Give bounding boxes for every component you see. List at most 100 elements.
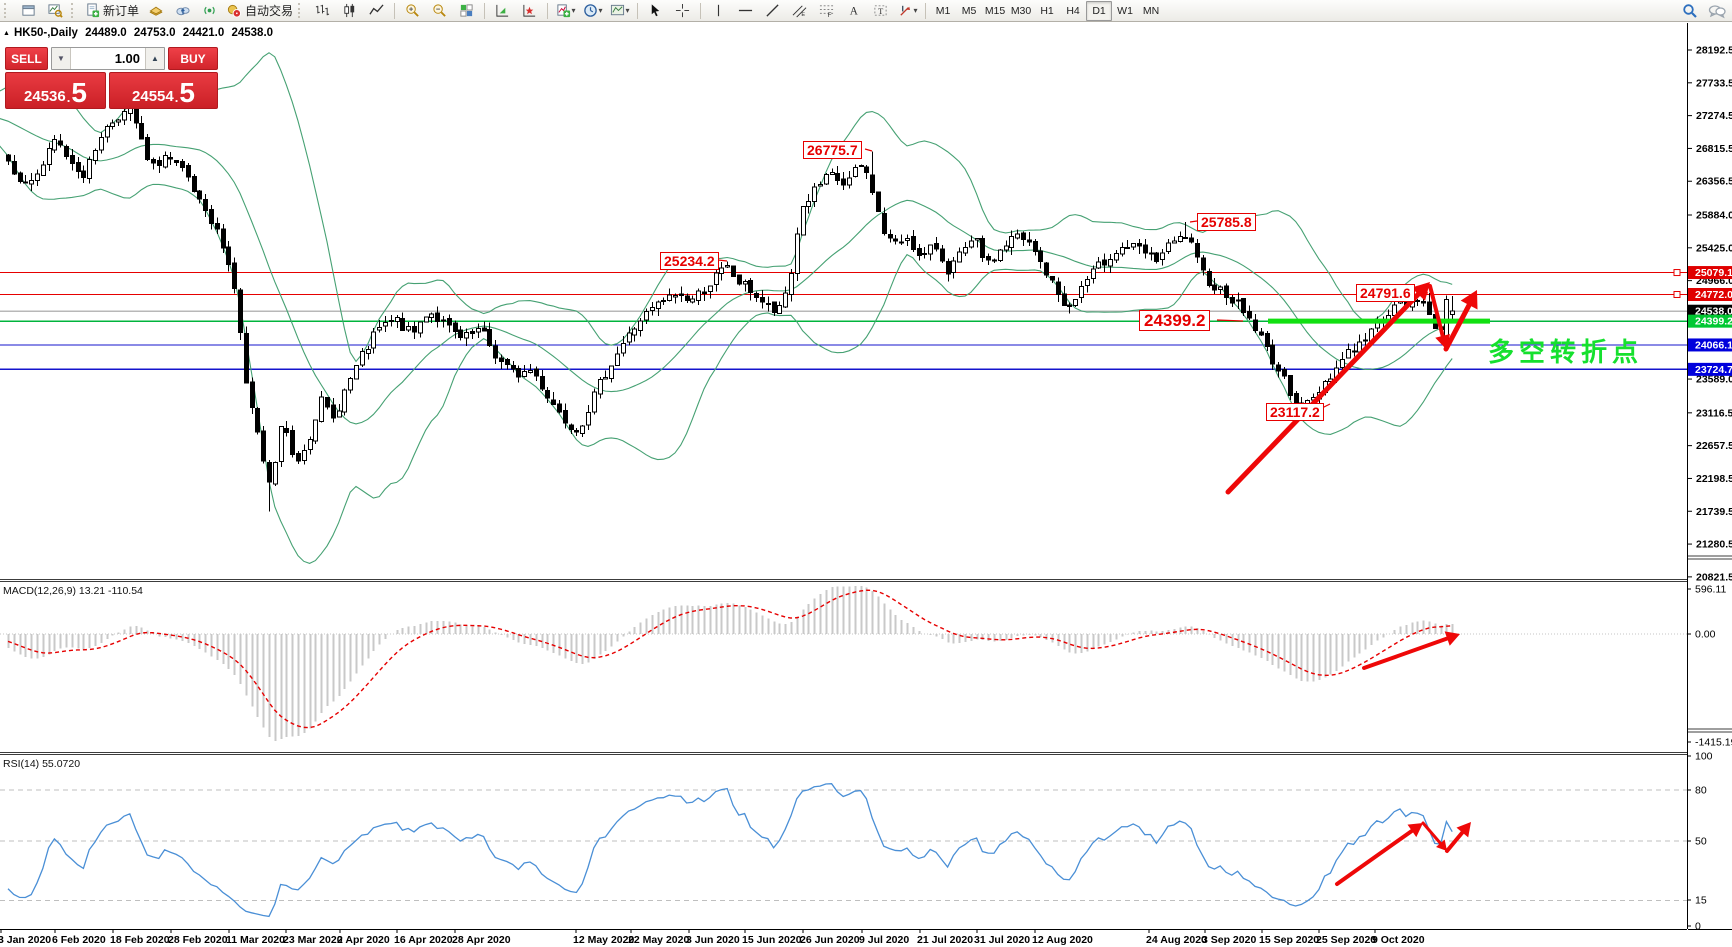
- macd-panel-canvas[interactable]: [0, 582, 1687, 752]
- trendline-tool[interactable]: [759, 0, 786, 22]
- date-label: 23 Mar 2020: [283, 934, 343, 946]
- price-tick: 23116.5: [1696, 407, 1732, 419]
- date-axis[interactable]: 3 Jan 2020 6 Feb 2020 18 Feb 2020 28 Feb 20…: [0, 929, 1687, 947]
- panel-separator[interactable]: [0, 754, 1687, 755]
- axis-corner: [1688, 929, 1732, 947]
- zoom-in-icon[interactable]: [399, 0, 426, 22]
- crosshair-tool[interactable]: [669, 0, 696, 22]
- toolbar: 新订单 自动交易: [0, 0, 1732, 22]
- text-tool[interactable]: A: [840, 0, 867, 22]
- search-icon[interactable]: [1676, 0, 1703, 22]
- main-chart-canvas[interactable]: [0, 23, 1687, 579]
- date-label: 24 Aug 2020: [1146, 934, 1207, 946]
- trend-arrow[interactable]: [1362, 631, 1460, 670]
- swing-price-label[interactable]: 25234.2: [660, 252, 719, 270]
- periods-button[interactable]: ▾: [579, 0, 606, 22]
- history-center-icon[interactable]: [142, 0, 169, 22]
- sell-button[interactable]: SELL: [5, 47, 48, 70]
- signals-icon[interactable]: [196, 0, 223, 22]
- timeframe-M30[interactable]: M30: [1010, 4, 1032, 17]
- swing-price-label[interactable]: 24399.2: [1139, 310, 1211, 331]
- autotrade-label: 自动交易: [245, 4, 294, 18]
- hline-tool[interactable]: [732, 0, 759, 22]
- swing-price-label[interactable]: 24791.6: [1356, 284, 1415, 302]
- shapes-button[interactable]: ▾: [894, 0, 921, 22]
- price-tick: 28192.5: [1696, 45, 1732, 57]
- chart-window-icon[interactable]: [15, 0, 42, 22]
- svg-text:25079.1: 25079.1: [1695, 267, 1732, 279]
- publisher-icon[interactable]: [169, 0, 196, 22]
- price-tick: 22657.5: [1696, 440, 1732, 452]
- price-badge: [1688, 314, 1732, 328]
- price-badge: [1688, 338, 1732, 352]
- macd-signal-line: [7, 589, 1453, 729]
- objects-list-icon[interactable]: [516, 0, 543, 22]
- dropdown-caret-icon: ▾: [571, 6, 576, 15]
- toolbar-grip[interactable]: [298, 3, 305, 18]
- rsi-panel-canvas[interactable]: [0, 755, 1687, 929]
- sell-price[interactable]: 24536. 5: [5, 72, 106, 109]
- swing-price-label[interactable]: 25785.8: [1197, 213, 1256, 231]
- timeframe-M1[interactable]: M1: [935, 4, 951, 17]
- buy-button[interactable]: BUY: [168, 47, 218, 70]
- svg-text:A: A: [850, 5, 859, 17]
- svg-text:24399.2: 24399.2: [1695, 316, 1732, 328]
- toolbar-grip[interactable]: [71, 3, 78, 18]
- trend-arrow[interactable]: [1225, 282, 1430, 495]
- label-tool[interactable]: T: [867, 0, 894, 22]
- tile-windows-icon[interactable]: [453, 0, 480, 22]
- hline-handle[interactable]: [1673, 290, 1681, 298]
- indicators-button[interactable]: ▾: [552, 0, 579, 22]
- bar-chart-icon[interactable]: [309, 0, 336, 22]
- timeframe-D1[interactable]: D1: [1086, 0, 1113, 21]
- trend-arrow[interactable]: [1421, 821, 1447, 851]
- volume-decrease-button[interactable]: ▼: [52, 48, 71, 69]
- macd-scale-tick: -1415.19: [1695, 737, 1732, 749]
- chart-workspace: 3 Jan 2020 6 Feb 2020 18 Feb 2020 28 Feb 20…: [0, 23, 1732, 947]
- vline-tool[interactable]: [705, 0, 732, 22]
- price-tick: 27733.5: [1696, 77, 1732, 89]
- timeframe-M5[interactable]: M5: [961, 4, 977, 17]
- swing-price-label[interactable]: 23117.2: [1266, 403, 1324, 421]
- candlestick-icon[interactable]: [336, 0, 363, 22]
- date-label: 25 Sep 2020: [1316, 934, 1376, 946]
- trend-arrow[interactable]: [1335, 823, 1423, 886]
- timeframe-W1[interactable]: W1: [1117, 4, 1133, 17]
- buy-price[interactable]: 24554. 5: [109, 72, 218, 109]
- channel-tool[interactable]: E: [786, 0, 813, 22]
- fibonacci-tool[interactable]: F: [813, 0, 840, 22]
- panel-separator[interactable]: [0, 752, 1687, 753]
- trend-arrow[interactable]: [1443, 290, 1478, 352]
- price-scale[interactable]: 28192.5 27733.5 27274.5 26815.5 26356.5 25884…: [1687, 23, 1732, 933]
- date-label: 12 Aug 2020: [1032, 934, 1093, 946]
- swing-price-label[interactable]: 26775.7: [803, 141, 862, 159]
- panel-separator[interactable]: [0, 581, 1687, 582]
- chat-icon[interactable]: [1703, 0, 1730, 22]
- profile-icon[interactable]: [42, 0, 69, 22]
- toolbar-grip[interactable]: [4, 3, 11, 18]
- templates-button[interactable]: ▾: [606, 0, 633, 22]
- rsi-scale-tick: 0: [1695, 921, 1701, 930]
- trend-arrow[interactable]: [1445, 822, 1471, 853]
- volume-stepper: ▼ 1.00 ▲: [51, 47, 165, 70]
- hline-handle[interactable]: [1673, 269, 1681, 277]
- timeframe-H1[interactable]: H1: [1040, 4, 1054, 17]
- autotrade-button[interactable]: 自动交易: [223, 0, 296, 22]
- volume-increase-button[interactable]: ▲: [145, 48, 164, 69]
- price-tick: 25425.0: [1696, 242, 1732, 254]
- bull-bear-turning-point-annotation[interactable]: 多空转折点: [1488, 337, 1644, 367]
- swing-label-pointer: [717, 259, 728, 262]
- timeframe-H4[interactable]: H4: [1066, 4, 1080, 17]
- indicator-list-icon[interactable]: [489, 0, 516, 22]
- line-chart-icon[interactable]: [363, 0, 390, 22]
- timeframe-MN[interactable]: MN: [1142, 4, 1160, 17]
- volume-value[interactable]: 1.00: [114, 51, 140, 66]
- timeframe-M15[interactable]: M15: [984, 4, 1006, 17]
- price-tick: 27274.5: [1696, 110, 1732, 122]
- new-order-button[interactable]: 新订单: [82, 0, 142, 22]
- zoom-out-icon[interactable]: [426, 0, 453, 22]
- panel-separator[interactable]: [0, 579, 1687, 580]
- cursor-tool[interactable]: [642, 0, 669, 22]
- oneclick-toggle-icon[interactable]: ▲: [3, 30, 10, 37]
